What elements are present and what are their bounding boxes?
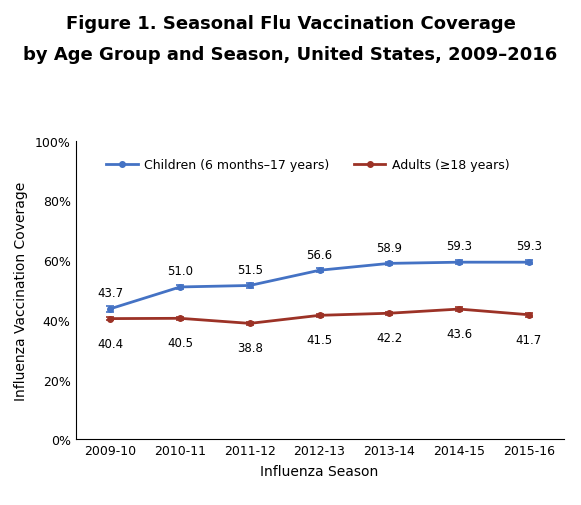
Text: 40.4: 40.4 [98,337,123,350]
Text: Figure 1. Seasonal Flu Vaccination Coverage: Figure 1. Seasonal Flu Vaccination Cover… [66,15,515,33]
Text: 42.2: 42.2 [376,332,403,344]
Text: 38.8: 38.8 [237,342,263,355]
Text: 43.7: 43.7 [98,286,123,299]
Text: 51.0: 51.0 [167,265,193,278]
X-axis label: Influenza Season: Influenza Season [260,464,379,478]
Text: 58.9: 58.9 [376,241,402,254]
Y-axis label: Influenza Vaccination Coverage: Influenza Vaccination Coverage [14,181,28,400]
Text: 40.5: 40.5 [167,337,193,349]
Legend: Children (6 months–17 years), Adults (≥18 years): Children (6 months–17 years), Adults (≥1… [101,154,514,177]
Text: 56.6: 56.6 [307,248,332,261]
Text: 41.5: 41.5 [307,334,332,347]
Text: 59.3: 59.3 [446,240,472,253]
Text: 59.3: 59.3 [516,240,541,253]
Text: by Age Group and Season, United States, 2009–2016: by Age Group and Season, United States, … [23,45,558,64]
Text: 51.5: 51.5 [237,263,263,276]
Text: 43.6: 43.6 [446,327,472,340]
Text: 41.7: 41.7 [515,333,542,346]
